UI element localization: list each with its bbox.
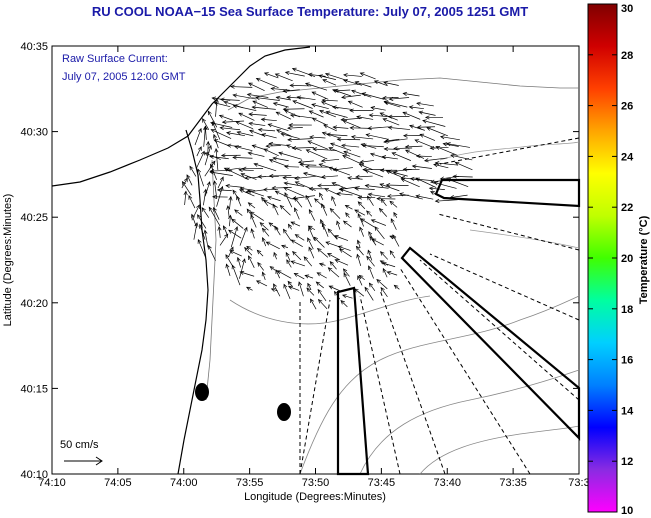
buoy-markers xyxy=(195,383,291,421)
x-tick-label: 73:45 xyxy=(368,477,396,489)
x-axis-ticks: 74:10 74:05 74:00 73:55 73:50 73:45 73:40 73:35… xyxy=(38,46,590,489)
legend-line-2: July 07, 2005 12:00 GMT xyxy=(62,71,186,83)
colorbar-tick-label: 10 xyxy=(621,505,633,517)
surface-current-vectors xyxy=(181,67,473,310)
x-tick-label: 74:10 xyxy=(38,477,66,489)
scale-arrow xyxy=(64,456,103,466)
colorbar-tick-label: 12 xyxy=(621,456,633,468)
y-tick-label: 40:10 xyxy=(20,469,48,481)
map-title: RU COOL NOAA−15 Sea Surface Temperature:… xyxy=(91,4,529,19)
x-tick-label: 73:35 xyxy=(499,477,527,489)
colorbar-tick-label: 16 xyxy=(621,355,633,367)
x-tick-label: 73:50 xyxy=(302,477,330,489)
colorbar-tick-label: 30 xyxy=(621,3,633,15)
y-tick-label: 40:35 xyxy=(20,41,48,53)
x-axis-label: Longitude (Degrees:Minutes) xyxy=(244,491,386,503)
colorbar-tick-label: 24 xyxy=(621,151,634,163)
y-tick-label: 40:25 xyxy=(20,212,48,224)
colorbar-tick-label: 14 xyxy=(621,405,634,417)
y-tick-label: 40:30 xyxy=(20,127,48,139)
buoy-marker xyxy=(277,403,291,421)
scale-label: 50 cm/s xyxy=(60,439,99,451)
plot-frame xyxy=(51,45,580,475)
x-tick-label: 73:3 xyxy=(568,477,589,489)
x-tick-label: 74:00 xyxy=(170,477,198,489)
x-tick-label: 74:05 xyxy=(104,477,132,489)
bathymetry-contours xyxy=(229,141,580,475)
y-tick-label: 40:20 xyxy=(20,298,48,310)
legend-line-1: Raw Surface Current: xyxy=(62,53,168,65)
buoy-marker xyxy=(195,383,209,401)
y-axis-ticks: 40:35 40:30 40:25 40:20 40:15 40:10 xyxy=(20,41,579,481)
colorbar-ticks: 30 28 26 24 22 20 18 16 14 12 10 xyxy=(588,3,634,517)
colorbar-label: Temperature (°C) xyxy=(638,215,650,304)
y-axis-label: Latitude (Degrees:Minutes) xyxy=(2,194,14,327)
colorbar-tick-label: 20 xyxy=(621,253,633,265)
x-tick-label: 73:40 xyxy=(433,477,461,489)
coastline xyxy=(51,46,579,475)
y-tick-label: 40:15 xyxy=(20,383,48,395)
x-tick-label: 73:55 xyxy=(236,477,264,489)
colorbar-tick-label: 18 xyxy=(621,304,633,316)
colorbar-tick-label: 22 xyxy=(621,202,633,214)
colorbar-tick-label: 26 xyxy=(621,101,633,113)
colorbar-tick-label: 28 xyxy=(621,50,633,62)
